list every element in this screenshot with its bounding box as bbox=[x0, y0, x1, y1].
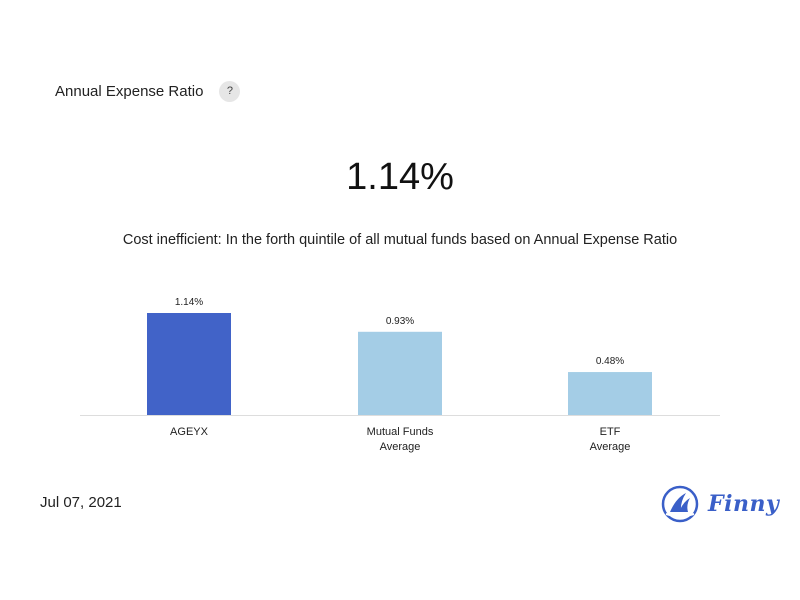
bar[interactable] bbox=[568, 372, 652, 415]
bar[interactable] bbox=[147, 313, 231, 415]
headline-value: 1.14% bbox=[346, 156, 454, 198]
x-tick-label: Mutual Funds bbox=[367, 426, 434, 438]
finny-logo-text: Finny bbox=[708, 491, 780, 517]
chart-header: Annual Expense Ratio ? bbox=[55, 80, 241, 102]
x-tick-label: Average bbox=[380, 441, 421, 453]
x-tick-label: Average bbox=[590, 441, 631, 453]
bar-value-label: 0.48% bbox=[596, 356, 624, 367]
x-tick-label: ETF bbox=[600, 426, 621, 438]
help-icon[interactable]: ? bbox=[219, 80, 241, 102]
bar-value-label: 1.14% bbox=[175, 297, 203, 308]
bar-chart: 1.14% AGEYX 0.93% Mutual Funds Average 0.48% E… bbox=[80, 297, 720, 453]
finny-logo[interactable]: Finny bbox=[660, 484, 779, 524]
bar[interactable] bbox=[358, 331, 442, 415]
finny-logo-icon bbox=[661, 485, 699, 523]
description-text: Cost inefficient: In the forth quintile … bbox=[122, 232, 678, 248]
chart-title: Annual Expense Ratio bbox=[55, 82, 204, 100]
as-of-date: Jul 07, 2021 bbox=[40, 494, 122, 511]
x-tick-label: AGEYX bbox=[170, 426, 209, 438]
bar-value-label: 0.93% bbox=[386, 316, 414, 327]
